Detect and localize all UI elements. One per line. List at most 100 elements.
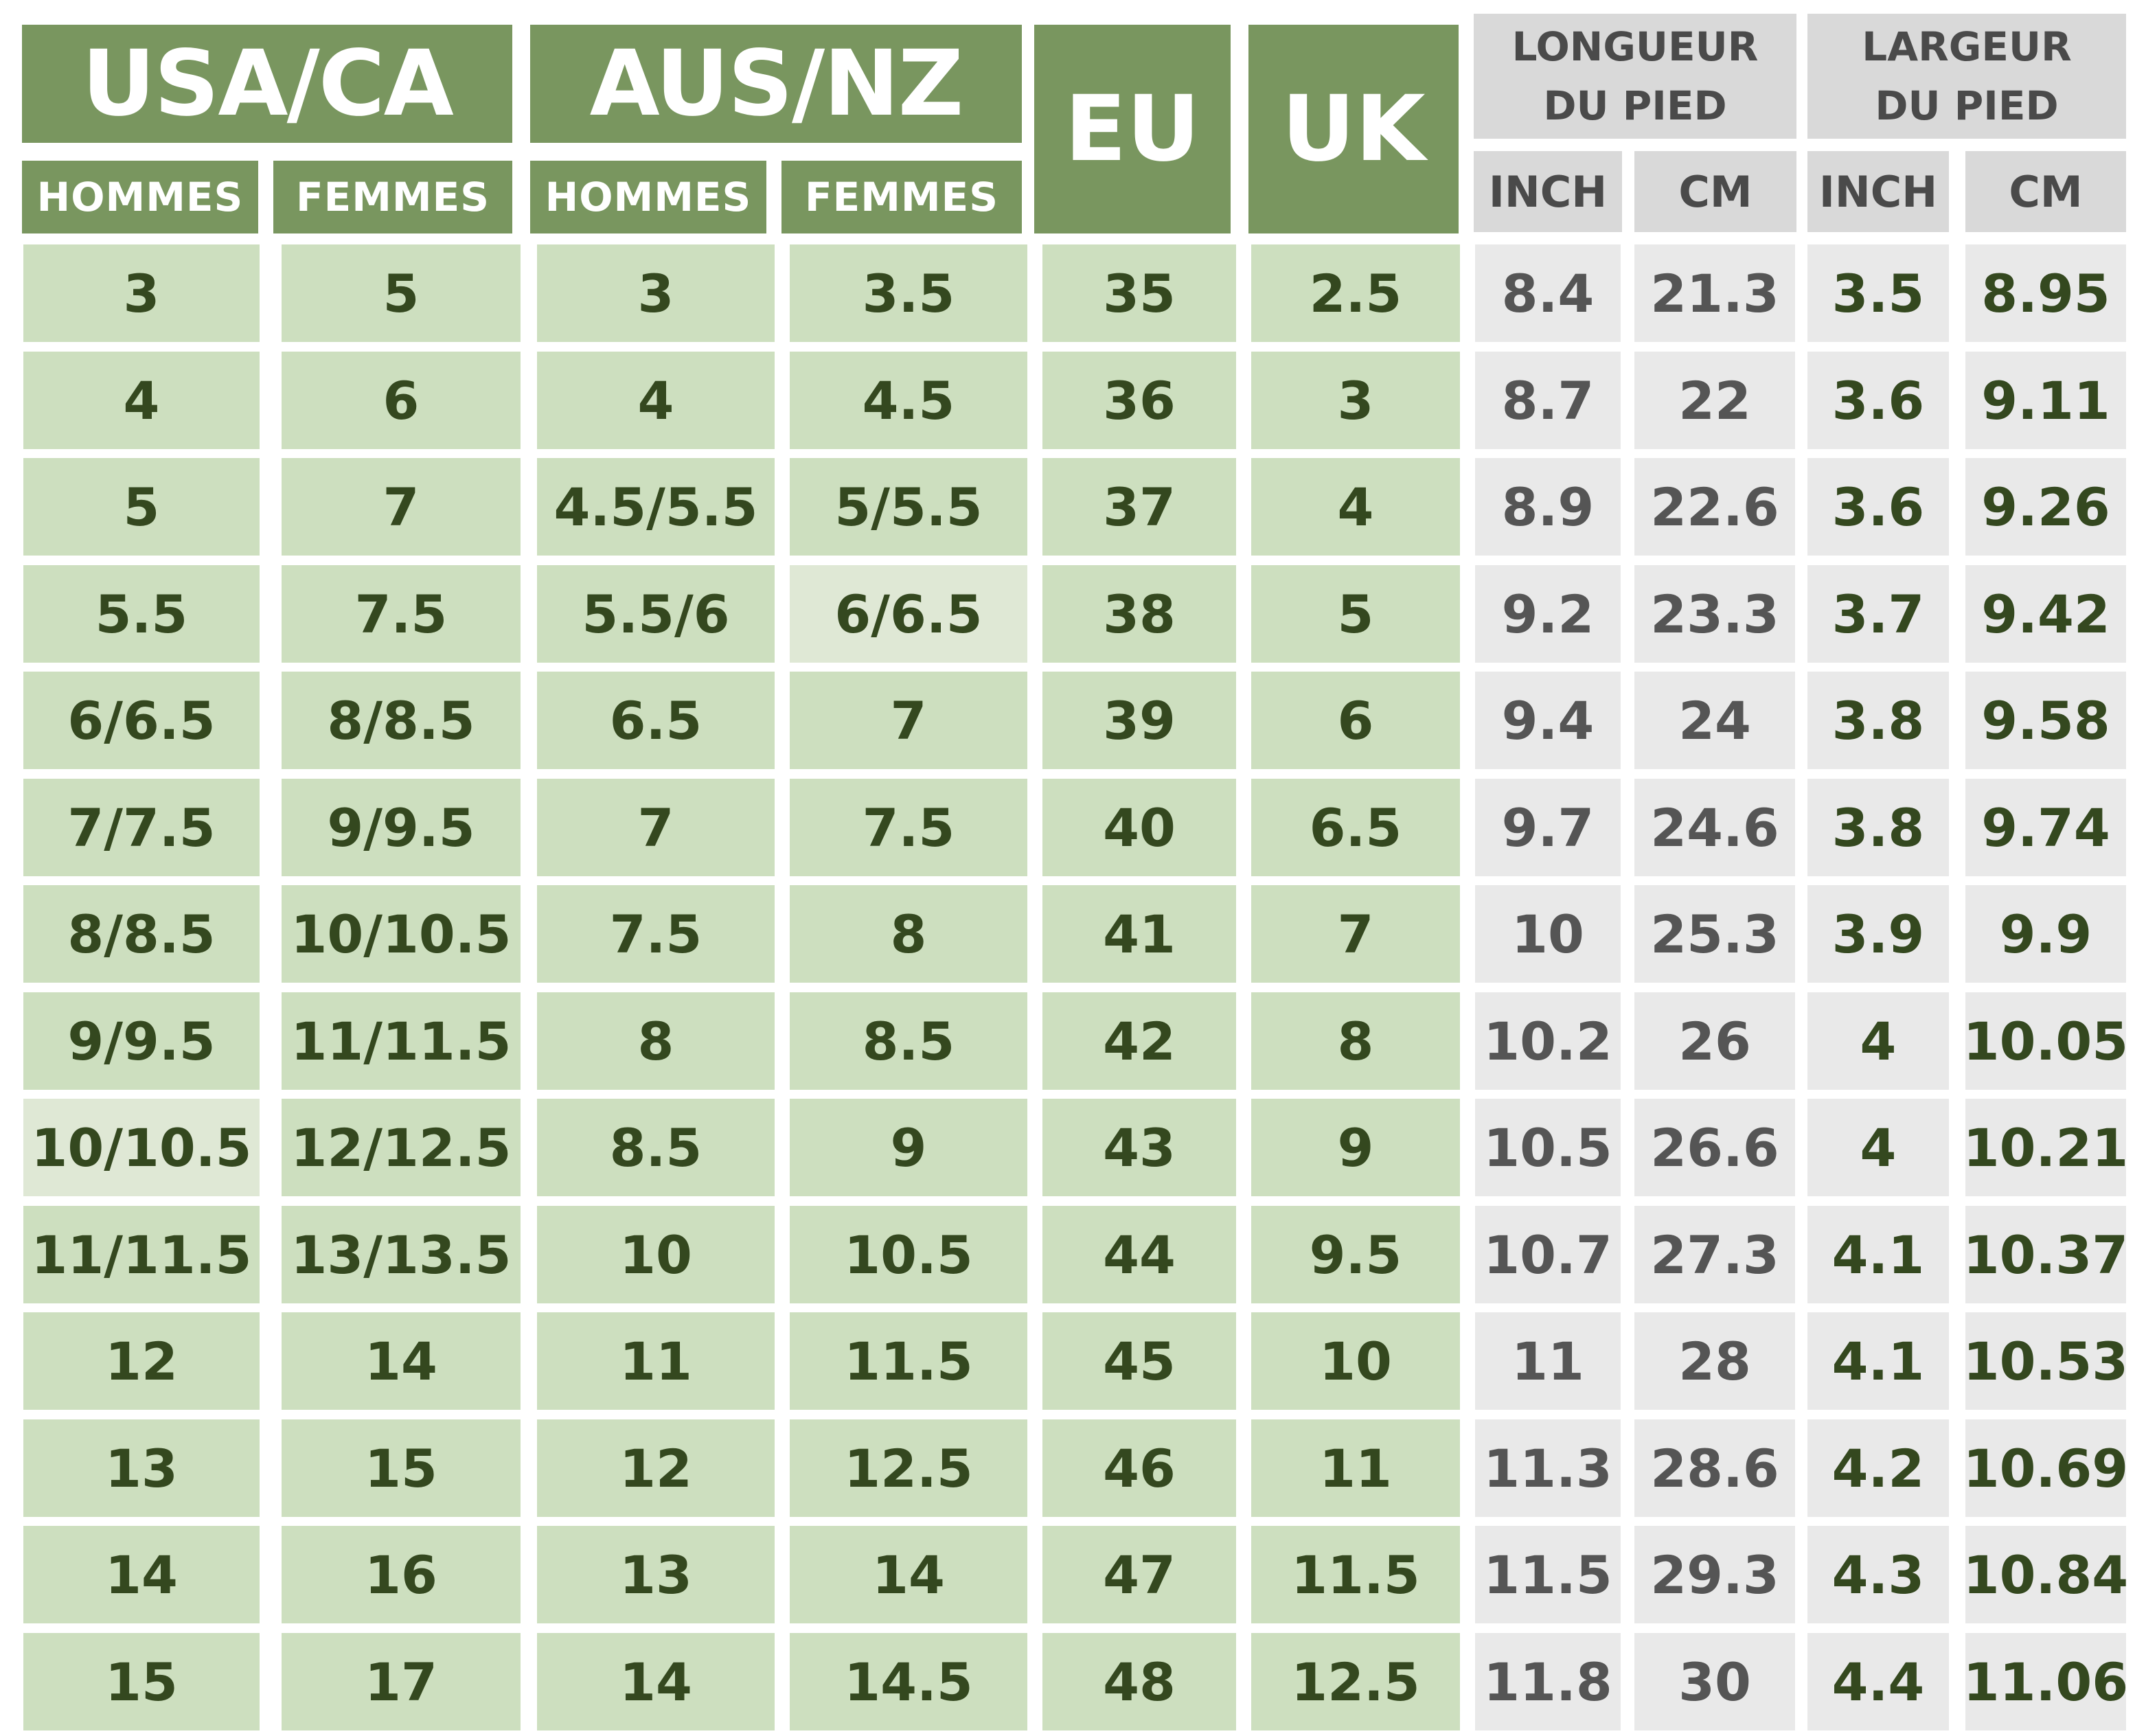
cell-aus-women: 7 xyxy=(790,672,1027,769)
cell-wid-cm: 10.84 xyxy=(1963,1526,2128,1623)
cell-usa-women: 8/8.5 xyxy=(282,672,521,769)
cell-aus-women: 6/6.5 xyxy=(790,565,1027,663)
cell-uk: 2.5 xyxy=(1251,244,1460,342)
cell-uk: 4 xyxy=(1251,458,1460,556)
cell-aus-men: 7.5 xyxy=(537,885,775,983)
cell-aus-women: 8.5 xyxy=(790,992,1027,1090)
cell-aus-men: 12 xyxy=(537,1419,775,1517)
cell-uk: 9 xyxy=(1251,1099,1460,1196)
cell-len-inch: 8.4 xyxy=(1475,244,1621,342)
cell-usa-men: 10/10.5 xyxy=(23,1099,260,1196)
cell-wid-cm: 8.95 xyxy=(1965,244,2126,342)
cell-len-inch: 11.5 xyxy=(1475,1526,1621,1623)
cell-wid-inch: 4.3 xyxy=(1807,1526,1949,1623)
cell-aus-men: 3 xyxy=(537,244,775,342)
cell-aus-women: 12.5 xyxy=(790,1419,1027,1517)
cell-wid-cm: 9.74 xyxy=(1965,779,2126,876)
cell-usa-men: 5 xyxy=(23,458,260,556)
cell-aus-women: 3.5 xyxy=(790,244,1027,342)
header-foot-width-line2: DU PIED xyxy=(1875,82,2059,129)
cell-uk: 11 xyxy=(1251,1419,1460,1517)
cell-eu: 35 xyxy=(1042,244,1236,342)
cell-len-cm: 23.3 xyxy=(1634,565,1795,663)
cell-len-inch: 11.8 xyxy=(1475,1633,1621,1731)
cell-len-inch: 11 xyxy=(1475,1312,1621,1410)
cell-eu: 38 xyxy=(1042,565,1236,663)
header-eu: EU xyxy=(1034,25,1231,233)
cell-eu: 45 xyxy=(1042,1312,1236,1410)
cell-eu: 43 xyxy=(1042,1099,1236,1196)
cell-aus-men: 10 xyxy=(537,1206,775,1303)
cell-usa-men: 13 xyxy=(23,1419,260,1517)
cell-usa-men: 11/11.5 xyxy=(23,1206,260,1303)
cell-len-inch: 9.2 xyxy=(1475,565,1621,663)
cell-aus-men: 4 xyxy=(537,352,775,449)
cell-wid-cm: 10.53 xyxy=(1963,1312,2128,1410)
cell-len-cm: 29.3 xyxy=(1634,1526,1795,1623)
cell-len-inch: 10.5 xyxy=(1475,1099,1621,1196)
cell-wid-cm: 10.69 xyxy=(1963,1419,2128,1517)
header-aus-women: FEMMES xyxy=(781,161,1022,233)
header-usa-women: FEMMES xyxy=(273,161,512,233)
cell-aus-women: 8 xyxy=(790,885,1027,983)
cell-usa-men: 3 xyxy=(23,244,260,342)
cell-aus-men: 13 xyxy=(537,1526,775,1623)
cell-wid-inch: 3.8 xyxy=(1807,672,1949,769)
cell-len-inch: 10.2 xyxy=(1475,992,1621,1090)
cell-usa-women: 10/10.5 xyxy=(282,885,521,983)
cell-len-cm: 24 xyxy=(1634,672,1795,769)
cell-wid-inch: 3.8 xyxy=(1807,779,1949,876)
cell-usa-women: 6 xyxy=(282,352,521,449)
cell-uk: 12.5 xyxy=(1251,1633,1460,1731)
header-aus-men: HOMMES xyxy=(530,161,766,233)
cell-usa-women: 7.5 xyxy=(282,565,521,663)
cell-wid-inch: 4.4 xyxy=(1807,1633,1949,1731)
cell-uk: 10 xyxy=(1251,1312,1460,1410)
cell-uk: 8 xyxy=(1251,992,1460,1090)
cell-eu: 39 xyxy=(1042,672,1236,769)
header-usa-ca: USA/CA xyxy=(22,25,512,143)
cell-aus-men: 11 xyxy=(537,1312,775,1410)
cell-len-inch: 9.4 xyxy=(1475,672,1621,769)
header-aus-nz: AUS/NZ xyxy=(530,25,1022,143)
cell-aus-men: 4.5/5.5 xyxy=(537,458,775,556)
cell-wid-inch: 4 xyxy=(1807,992,1949,1090)
cell-len-cm: 30 xyxy=(1634,1633,1795,1731)
cell-aus-men: 6.5 xyxy=(537,672,775,769)
cell-len-inch: 8.9 xyxy=(1475,458,1621,556)
cell-usa-men: 14 xyxy=(23,1526,260,1623)
cell-aus-men: 5.5/6 xyxy=(537,565,775,663)
cell-len-inch: 11.3 xyxy=(1475,1419,1621,1517)
cell-len-inch: 10 xyxy=(1475,885,1621,983)
cell-wid-inch: 3.7 xyxy=(1807,565,1949,663)
cell-usa-women: 12/12.5 xyxy=(282,1099,521,1196)
cell-usa-men: 9/9.5 xyxy=(23,992,260,1090)
cell-wid-cm: 10.05 xyxy=(1963,992,2128,1090)
cell-usa-men: 7/7.5 xyxy=(23,779,260,876)
cell-len-cm: 24.6 xyxy=(1634,779,1795,876)
cell-aus-women: 5/5.5 xyxy=(790,458,1027,556)
cell-aus-men: 8 xyxy=(537,992,775,1090)
header-uk: UK xyxy=(1248,25,1459,233)
cell-len-cm: 28 xyxy=(1634,1312,1795,1410)
cell-eu: 41 xyxy=(1042,885,1236,983)
cell-usa-women: 9/9.5 xyxy=(282,779,521,876)
header-usa-men: HOMMES xyxy=(22,161,258,233)
cell-uk: 7 xyxy=(1251,885,1460,983)
cell-uk: 3 xyxy=(1251,352,1460,449)
cell-usa-women: 13/13.5 xyxy=(282,1206,521,1303)
cell-len-cm: 26.6 xyxy=(1634,1099,1795,1196)
cell-wid-inch: 3.5 xyxy=(1807,244,1949,342)
cell-aus-women: 14 xyxy=(790,1526,1027,1623)
cell-wid-inch: 4.1 xyxy=(1807,1312,1949,1410)
header-foot-length-line2: DU PIED xyxy=(1543,82,1727,129)
header-foot-width: LARGEUR DU PIED xyxy=(1807,14,2126,139)
cell-wid-cm: 9.11 xyxy=(1965,352,2126,449)
cell-usa-women: 16 xyxy=(282,1526,521,1623)
cell-wid-cm: 11.06 xyxy=(1963,1633,2128,1731)
cell-usa-men: 12 xyxy=(23,1312,260,1410)
cell-wid-inch: 4 xyxy=(1807,1099,1949,1196)
cell-uk: 11.5 xyxy=(1251,1526,1460,1623)
cell-eu: 48 xyxy=(1042,1633,1236,1731)
cell-len-inch: 9.7 xyxy=(1475,779,1621,876)
